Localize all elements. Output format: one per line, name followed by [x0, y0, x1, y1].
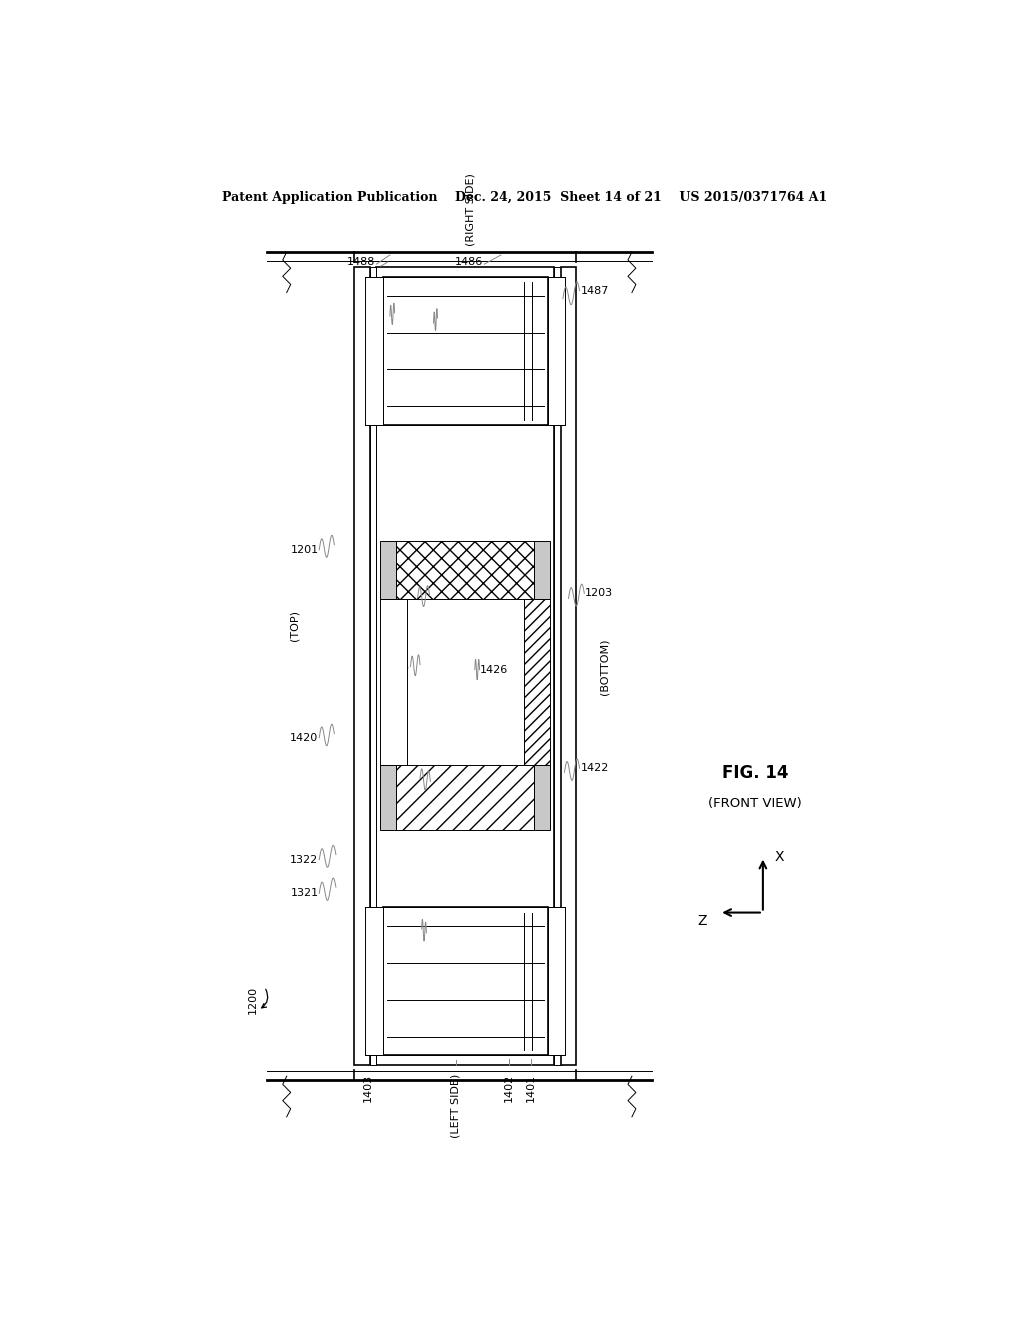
Bar	[383, 907, 548, 1055]
Bar	[377, 267, 554, 1065]
Bar	[548, 907, 565, 1055]
Text: 1201: 1201	[291, 545, 318, 554]
Text: 1321: 1321	[291, 888, 318, 898]
Text: 1487: 1487	[581, 285, 608, 296]
Text: 1402: 1402	[504, 1074, 514, 1102]
Text: 1403: 1403	[362, 1074, 373, 1102]
Text: (FRONT VIEW): (FRONT VIEW)	[708, 797, 802, 810]
Text: ~1410: ~1410	[437, 313, 475, 323]
Bar	[380, 541, 396, 598]
Text: Patent Application Publication    Dec. 24, 2015  Sheet 14 of 21    US 2015/03717: Patent Application Publication Dec. 24, …	[222, 190, 827, 203]
Bar	[380, 766, 396, 830]
Bar	[535, 766, 550, 830]
Text: 1426: 1426	[479, 665, 508, 675]
Text: 1405: 1405	[426, 929, 455, 940]
Bar	[554, 267, 560, 1065]
Text: 1422: 1422	[581, 763, 608, 774]
Bar	[366, 277, 383, 425]
Bar	[396, 766, 535, 830]
Text: 1407: 1407	[430, 779, 459, 788]
Text: 1425: 1425	[382, 661, 410, 672]
Text: 1322: 1322	[290, 855, 318, 865]
FancyArrowPatch shape	[262, 989, 267, 1008]
Text: 1489: 1489	[394, 308, 423, 318]
Text: 1401: 1401	[526, 1074, 537, 1102]
Bar	[535, 541, 550, 598]
Bar	[366, 907, 383, 1055]
Text: (RIGHT SIDE): (RIGHT SIDE)	[466, 173, 476, 246]
Bar	[548, 277, 565, 425]
Text: (TOP): (TOP)	[290, 610, 300, 642]
Text: 1200: 1200	[248, 986, 258, 1014]
Text: X: X	[775, 850, 784, 863]
Text: 1420: 1420	[290, 733, 318, 743]
Bar	[560, 267, 577, 1065]
Text: (BOTTOM): (BOTTOM)	[599, 639, 609, 694]
Text: 1486: 1486	[456, 257, 483, 267]
Bar	[370, 267, 377, 1065]
Text: 1412: 1412	[430, 590, 458, 601]
Bar	[383, 277, 548, 425]
Bar	[354, 267, 370, 1065]
Text: (LEFT SIDE): (LEFT SIDE)	[451, 1074, 461, 1138]
Text: 1203: 1203	[585, 589, 613, 598]
Text: FIG. 14: FIG. 14	[722, 764, 788, 783]
Bar	[380, 598, 407, 766]
Text: Z: Z	[697, 913, 708, 928]
Bar	[524, 598, 550, 766]
Text: 1488: 1488	[347, 257, 376, 267]
Bar	[396, 541, 535, 598]
